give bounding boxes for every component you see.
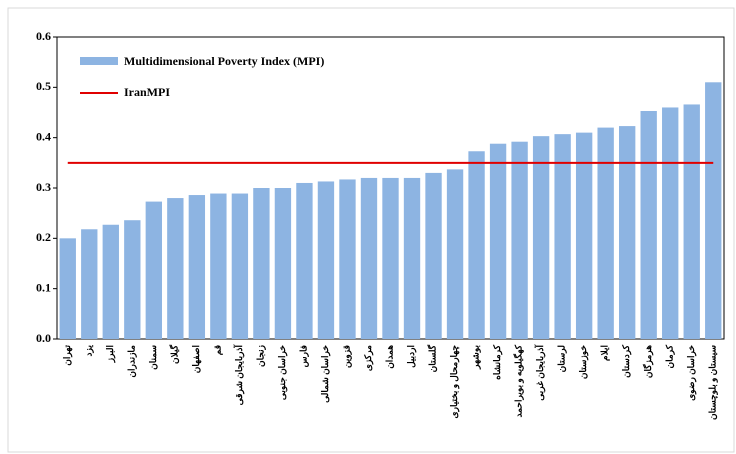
- bar: [511, 141, 528, 339]
- bar: [339, 179, 356, 339]
- bar: [554, 134, 571, 339]
- bar: [274, 188, 292, 339]
- bar: [124, 220, 141, 339]
- x-tick-label: هرمزگان: [642, 345, 654, 378]
- x-tick-label: مازندران: [126, 345, 137, 378]
- bar: [403, 177, 421, 339]
- bar: [683, 104, 700, 340]
- bar: [81, 229, 98, 339]
- x-tick-label: سیستان و بلوچستان: [707, 345, 718, 420]
- x-tick-label: آذربایجان غربی: [534, 344, 546, 401]
- legend-label: IranMPI: [124, 85, 170, 99]
- x-tick-label: خوزستان: [578, 345, 589, 380]
- bar: [532, 136, 550, 339]
- bar: [619, 126, 636, 339]
- bar: [231, 193, 249, 339]
- x-tick-label: مرکزی: [363, 345, 374, 371]
- x-tick-label: چهارمحال و بختیاری: [449, 345, 460, 419]
- bar: [575, 132, 593, 339]
- y-tick-label: 0.0: [36, 331, 51, 345]
- x-tick-label: خراسان شمالی: [320, 345, 331, 403]
- legend-swatch: [80, 57, 118, 65]
- bar: [662, 107, 679, 339]
- bar: [188, 195, 206, 339]
- bar: [705, 82, 722, 340]
- bar: [145, 201, 162, 339]
- x-tick-label: زنجان: [255, 345, 266, 367]
- bar: [296, 182, 313, 339]
- y-tick-label: 0.6: [36, 29, 51, 43]
- x-tick-label: خراسان رضوی: [686, 345, 697, 401]
- y-tick-label: 0.1: [36, 280, 51, 294]
- x-tick-label: کرمان: [664, 344, 675, 368]
- x-tick-label: سمنان: [148, 345, 158, 370]
- bar: [102, 224, 119, 339]
- bar: [360, 177, 378, 339]
- y-tick-label: 0.5: [36, 79, 51, 93]
- bar: [640, 110, 657, 340]
- bar: [382, 177, 399, 339]
- y-tick-label: 0.2: [36, 230, 51, 244]
- x-tick-label: آذربایجان شرقی: [233, 344, 245, 406]
- bar: [59, 238, 76, 339]
- bar: [167, 198, 184, 339]
- x-tick-label: فارس: [298, 345, 309, 367]
- x-tick-label: گلستان: [427, 344, 438, 372]
- x-tick-label: تهران: [62, 345, 73, 366]
- x-tick-label: ایلام: [600, 345, 611, 361]
- x-tick-label: اردبیل: [406, 345, 417, 368]
- x-tick-label: لرستان: [557, 345, 568, 373]
- x-tick-label: یزد: [83, 345, 94, 357]
- bar: [317, 181, 335, 339]
- x-tick-label: خراسان جنوبی: [277, 345, 288, 401]
- x-tick-label: بوشهر: [471, 345, 482, 370]
- bar: [468, 151, 485, 339]
- y-tick-label: 0.3: [36, 180, 51, 194]
- bar: [489, 143, 507, 339]
- x-tick-label: کردستان: [621, 344, 632, 378]
- x-tick-label: کرمانشاه: [492, 344, 503, 380]
- x-tick-label: البرز: [105, 345, 116, 363]
- x-tick-label: اصفهان: [191, 345, 202, 373]
- bar: [253, 188, 270, 339]
- bar: [425, 172, 442, 339]
- x-tick-label: قم: [212, 345, 223, 355]
- x-tick-label: کهگیلویه و بویراحمد: [513, 344, 525, 417]
- x-tick-label: همدان: [385, 345, 395, 369]
- x-tick-label: گیلان: [168, 344, 179, 364]
- x-tick-label: قزوین: [342, 345, 353, 368]
- bar: [446, 169, 464, 339]
- y-tick-label: 0.4: [36, 129, 51, 143]
- legend-label: Multidimensional Poverty Index (MPI): [124, 54, 324, 68]
- bar: [210, 193, 227, 339]
- bar: [597, 127, 614, 339]
